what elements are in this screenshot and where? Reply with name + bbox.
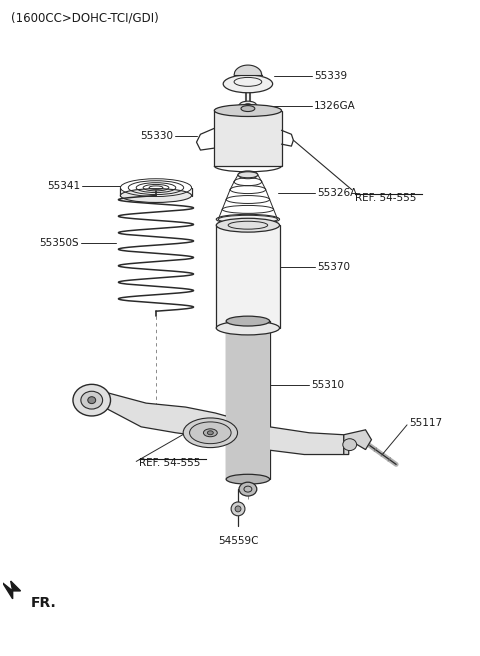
Ellipse shape xyxy=(120,189,192,203)
Text: FR.: FR. xyxy=(30,596,56,610)
Ellipse shape xyxy=(239,482,257,496)
Ellipse shape xyxy=(239,101,257,110)
Ellipse shape xyxy=(216,215,279,224)
Ellipse shape xyxy=(183,418,238,447)
Text: 1326GA: 1326GA xyxy=(314,100,356,111)
Ellipse shape xyxy=(241,106,255,112)
Bar xyxy=(226,321,270,480)
Polygon shape xyxy=(344,430,372,455)
Ellipse shape xyxy=(231,502,245,516)
Text: (1600CC>DOHC-TCI/GDI): (1600CC>DOHC-TCI/GDI) xyxy=(11,12,158,25)
Ellipse shape xyxy=(216,218,279,232)
Bar xyxy=(216,225,279,328)
Text: 55330: 55330 xyxy=(140,131,173,141)
Polygon shape xyxy=(106,392,344,455)
Ellipse shape xyxy=(190,422,231,443)
Text: 54559C: 54559C xyxy=(218,535,258,546)
Text: 55339: 55339 xyxy=(314,71,347,81)
Ellipse shape xyxy=(216,321,279,335)
Ellipse shape xyxy=(226,474,270,484)
Ellipse shape xyxy=(81,391,103,409)
Text: 55310: 55310 xyxy=(311,380,344,390)
Ellipse shape xyxy=(226,316,270,326)
Ellipse shape xyxy=(343,439,357,451)
Text: 55370: 55370 xyxy=(317,262,350,272)
Ellipse shape xyxy=(88,397,96,403)
Text: 55341: 55341 xyxy=(47,180,80,191)
Text: 55117: 55117 xyxy=(409,418,442,428)
Ellipse shape xyxy=(235,506,241,512)
Ellipse shape xyxy=(223,75,273,92)
Text: 55326A: 55326A xyxy=(317,188,357,197)
Ellipse shape xyxy=(214,104,281,117)
Ellipse shape xyxy=(73,384,110,416)
Ellipse shape xyxy=(244,104,252,108)
Text: REF. 54-555: REF. 54-555 xyxy=(139,459,201,468)
Text: 55350S: 55350S xyxy=(39,239,79,249)
Ellipse shape xyxy=(207,431,213,435)
Ellipse shape xyxy=(238,172,258,178)
Text: REF. 54-555: REF. 54-555 xyxy=(355,193,416,203)
Polygon shape xyxy=(3,581,21,599)
Bar xyxy=(214,111,281,166)
Ellipse shape xyxy=(204,429,217,437)
